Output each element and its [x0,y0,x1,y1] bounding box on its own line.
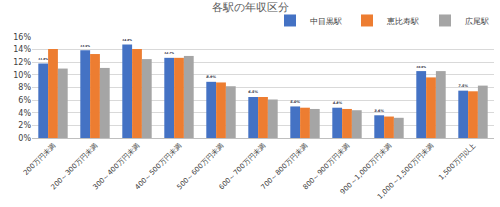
svg-text:8%: 8% [18,83,31,92]
svg-text:3.6%: 3.6% [374,109,384,113]
svg-text:800～900万円未満: 800～900万円未満 [302,142,351,191]
svg-text:900～1,000万円未満: 900～1,000万円未満 [339,142,393,196]
svg-text:12%: 12% [13,58,31,67]
svg-text:14.8%: 14.8% [122,38,132,42]
svg-text:400～500万円未満: 400～500万円未満 [134,142,183,191]
svg-text:300～400万円未満: 300～400万円未満 [92,142,141,191]
svg-text:各駅の年収区分: 各駅の年収区分 [212,1,289,14]
svg-text:700～800万円未満: 700～800万円未満 [260,142,309,191]
svg-text:10.6%: 10.6% [416,65,426,69]
svg-text:広尾駅: 広尾駅 [465,17,489,26]
svg-text:200～300万円未満: 200～300万円未満 [50,142,99,191]
svg-text:1,000～1,500万円未満: 1,000～1,500万円未満 [376,142,435,201]
svg-text:4.8%: 4.8% [333,101,343,105]
svg-text:6%: 6% [18,96,31,105]
svg-text:中目黒駅: 中目黒駅 [310,17,342,26]
svg-text:2%: 2% [18,121,31,130]
svg-text:0%: 0% [18,134,31,143]
svg-text:200万円未満: 200万円未満 [22,142,57,177]
svg-text:4%: 4% [18,109,31,118]
svg-text:7.5%: 7.5% [458,84,468,88]
svg-text:8.9%: 8.9% [206,75,216,79]
svg-text:14%: 14% [13,45,31,54]
svg-text:1,500万円以上: 1,500万円以上 [437,142,477,182]
svg-text:500～600万円未満: 500～600万円未満 [176,142,225,191]
svg-text:10%: 10% [13,71,31,80]
svg-text:恵比寿駅: 恵比寿駅 [386,17,419,26]
svg-text:16%: 16% [13,33,31,42]
svg-text:5.0%: 5.0% [290,100,300,104]
svg-text:6.5%: 6.5% [248,90,258,94]
svg-text:600～700万円未満: 600～700万円未満 [218,142,267,191]
svg-text:13.9%: 13.9% [80,44,90,48]
svg-text:12.7%: 12.7% [164,51,174,55]
svg-text:11.8%: 11.8% [38,57,48,61]
